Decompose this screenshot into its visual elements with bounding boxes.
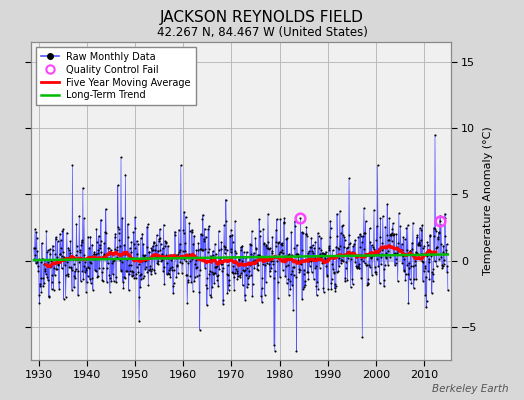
Y-axis label: Temperature Anomaly (°C): Temperature Anomaly (°C) xyxy=(483,127,493,275)
Text: 42.267 N, 84.467 W (United States): 42.267 N, 84.467 W (United States) xyxy=(157,26,367,39)
Text: JACKSON REYNOLDS FIELD: JACKSON REYNOLDS FIELD xyxy=(160,10,364,25)
Legend: Raw Monthly Data, Quality Control Fail, Five Year Moving Average, Long-Term Tren: Raw Monthly Data, Quality Control Fail, … xyxy=(36,47,196,105)
Text: Berkeley Earth: Berkeley Earth xyxy=(432,384,508,394)
